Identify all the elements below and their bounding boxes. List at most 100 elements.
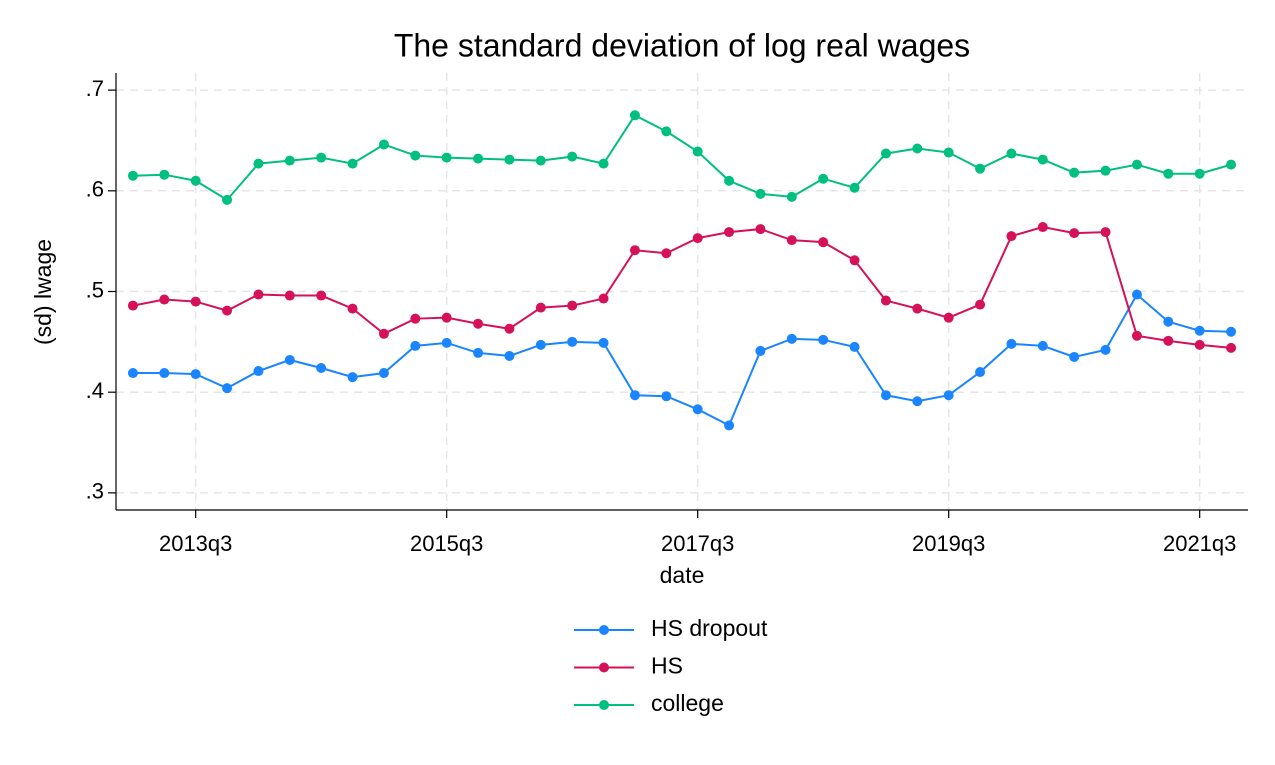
data-point — [473, 347, 484, 358]
data-point — [755, 188, 766, 199]
legend-label: HS — [651, 653, 683, 679]
data-point — [755, 224, 766, 235]
data-point — [1069, 228, 1080, 239]
data-point — [1163, 335, 1174, 346]
data-point — [661, 391, 672, 402]
data-point — [441, 312, 452, 323]
data-point — [1163, 316, 1174, 327]
data-point — [1100, 344, 1111, 355]
data-point — [504, 323, 515, 334]
data-point — [567, 151, 578, 162]
data-point — [1194, 339, 1205, 350]
data-point — [1226, 342, 1237, 353]
data-point — [253, 366, 264, 377]
data-point — [253, 158, 264, 169]
data-point — [692, 404, 703, 415]
data-point — [347, 158, 358, 169]
legend-label: HS dropout — [651, 615, 768, 641]
data-point — [347, 303, 358, 314]
data-point — [661, 248, 672, 259]
x-axis-label: date — [660, 562, 705, 588]
legend-marker — [599, 625, 609, 635]
data-point — [410, 150, 421, 161]
data-point — [755, 345, 766, 356]
data-point — [943, 390, 954, 401]
x-tick-label: 2015q3 — [410, 531, 483, 556]
series-line — [132, 292, 1232, 427]
data-point — [692, 146, 703, 157]
data-point — [1226, 159, 1237, 170]
data-point — [629, 110, 640, 121]
data-point — [975, 367, 986, 378]
data-point — [724, 420, 735, 431]
legend-marker — [599, 700, 609, 710]
data-point — [692, 233, 703, 244]
data-point — [1037, 340, 1048, 351]
y-axis-label: (sd) lwage — [30, 239, 56, 345]
data-point — [473, 153, 484, 164]
x-tick-label: 2013q3 — [159, 531, 232, 556]
data-point — [975, 163, 986, 174]
data-point — [535, 155, 546, 166]
data-point — [661, 126, 672, 137]
data-point — [880, 148, 891, 159]
data-point — [253, 289, 264, 300]
data-point — [849, 255, 860, 266]
data-point — [284, 290, 295, 301]
data-point — [441, 152, 452, 163]
data-point — [284, 354, 295, 365]
data-point — [316, 152, 327, 163]
data-point — [222, 383, 233, 394]
data-point — [1006, 338, 1017, 349]
data-point — [190, 296, 201, 307]
data-point — [629, 245, 640, 256]
data-point — [1194, 325, 1205, 336]
data-point — [127, 300, 138, 311]
data-point — [1131, 330, 1142, 341]
data-point — [818, 334, 829, 345]
data-point — [1163, 168, 1174, 179]
chart-title: The standard deviation of log real wages — [394, 27, 970, 63]
data-point — [190, 175, 201, 186]
data-point — [504, 350, 515, 361]
data-point — [316, 290, 327, 301]
data-point — [598, 293, 609, 304]
data-point — [347, 372, 358, 383]
series-line — [132, 113, 1232, 202]
data-point — [1194, 168, 1205, 179]
data-point — [1100, 227, 1111, 238]
data-point — [598, 337, 609, 348]
data-point — [598, 158, 609, 169]
data-point — [880, 295, 891, 306]
data-point — [1069, 351, 1080, 362]
data-point — [849, 182, 860, 193]
data-point — [1100, 165, 1111, 176]
data-point — [410, 340, 421, 351]
data-point — [127, 368, 138, 379]
data-point — [1037, 154, 1048, 165]
data-point — [535, 302, 546, 313]
data-point — [1006, 231, 1017, 242]
x-tick-label: 2021q3 — [1163, 531, 1236, 556]
data-point — [943, 147, 954, 158]
data-point — [786, 191, 797, 202]
data-point — [222, 194, 233, 205]
data-point — [786, 333, 797, 344]
data-point — [567, 300, 578, 311]
data-point — [786, 235, 797, 246]
data-point — [943, 312, 954, 323]
data-point — [127, 170, 138, 181]
data-point — [724, 175, 735, 186]
data-point — [880, 390, 891, 401]
data-point — [1037, 222, 1048, 233]
data-point — [284, 155, 295, 166]
y-tick-label: .5 — [86, 277, 104, 302]
legend-marker — [599, 662, 609, 673]
data-point — [818, 237, 829, 248]
data-point — [1069, 167, 1080, 178]
data-point — [159, 294, 170, 305]
data-point — [1131, 289, 1142, 300]
y-tick-label: .4 — [86, 378, 104, 403]
data-point — [818, 173, 829, 184]
